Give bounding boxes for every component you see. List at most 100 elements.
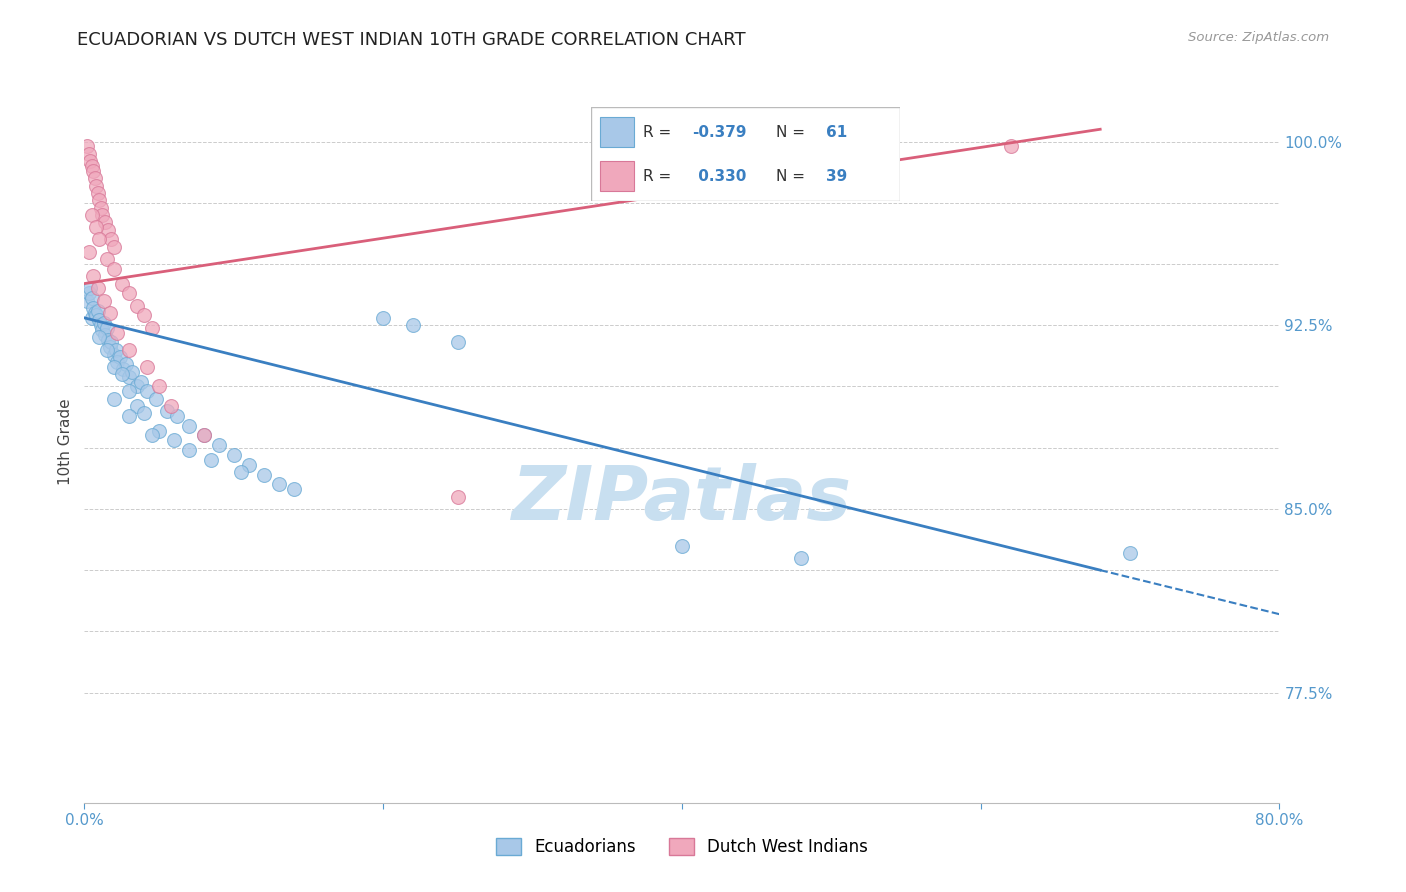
Point <box>96 343 118 357</box>
Point <box>82 164 104 178</box>
Point <box>790 550 813 565</box>
Text: N =: N = <box>776 125 810 140</box>
Text: N =: N = <box>776 169 810 184</box>
Text: ZIPatlas: ZIPatlas <box>512 463 852 536</box>
Point <box>160 399 183 413</box>
Point <box>118 409 141 423</box>
Point <box>103 240 125 254</box>
Point <box>77 146 100 161</box>
Point <box>103 359 125 374</box>
Point <box>82 269 104 284</box>
Point <box>100 335 122 350</box>
Point <box>89 330 111 344</box>
Point <box>89 194 111 208</box>
Point <box>87 281 110 295</box>
Point <box>111 277 134 291</box>
Point <box>97 222 120 236</box>
Point <box>136 359 159 374</box>
Point <box>103 261 125 276</box>
Point <box>79 281 101 295</box>
Point <box>86 309 108 323</box>
Point <box>76 139 98 153</box>
Point <box>83 306 105 320</box>
Point <box>93 316 115 330</box>
Text: 61: 61 <box>825 125 846 140</box>
Point <box>193 428 215 442</box>
Point <box>105 326 128 340</box>
Text: -0.379: -0.379 <box>693 125 747 140</box>
Point <box>136 384 159 399</box>
Point <box>103 348 125 362</box>
Point <box>132 309 156 323</box>
Point <box>129 375 152 389</box>
Point <box>121 365 143 379</box>
Point <box>80 310 103 325</box>
Point <box>112 362 135 376</box>
Point <box>77 244 100 259</box>
FancyBboxPatch shape <box>591 107 900 201</box>
Point <box>98 306 121 320</box>
Point <box>671 539 693 553</box>
Point <box>111 367 134 381</box>
Point <box>118 343 141 357</box>
Point <box>402 318 425 333</box>
Point <box>125 379 148 393</box>
Point <box>87 303 110 318</box>
Point <box>104 343 127 357</box>
Point <box>96 320 118 334</box>
Point <box>97 333 120 347</box>
Point <box>80 208 103 222</box>
Point <box>222 448 245 462</box>
Point <box>100 232 122 246</box>
Point <box>76 293 98 308</box>
Point <box>94 215 117 229</box>
Point <box>177 418 200 433</box>
Point <box>200 453 222 467</box>
Point <box>447 490 470 504</box>
Point <box>89 313 111 327</box>
Point <box>125 299 148 313</box>
Point <box>373 310 395 325</box>
Point <box>145 392 167 406</box>
Point <box>148 379 170 393</box>
Point <box>166 409 188 423</box>
Point <box>231 465 253 479</box>
Point <box>238 458 260 472</box>
Point <box>283 483 305 497</box>
Point <box>177 443 200 458</box>
Point <box>80 291 103 305</box>
Point <box>118 286 141 301</box>
Point <box>87 186 110 200</box>
Text: 0.330: 0.330 <box>693 169 747 184</box>
Point <box>118 369 141 384</box>
Point <box>132 406 156 420</box>
Point <box>118 384 141 399</box>
Point <box>115 358 138 372</box>
Bar <box>600 161 634 191</box>
Point <box>94 328 117 343</box>
Point <box>90 201 112 215</box>
Point <box>148 424 170 438</box>
Point <box>105 355 128 369</box>
Point <box>86 178 108 193</box>
Text: ECUADORIAN VS DUTCH WEST INDIAN 10TH GRADE CORRELATION CHART: ECUADORIAN VS DUTCH WEST INDIAN 10TH GRA… <box>77 31 747 49</box>
Point <box>89 232 111 246</box>
Point <box>83 171 105 186</box>
Legend: Ecuadorians, Dutch West Indians: Ecuadorians, Dutch West Indians <box>489 831 875 863</box>
Point <box>96 252 118 266</box>
Point <box>90 318 112 333</box>
Point <box>91 208 114 222</box>
Text: R =: R = <box>643 169 676 184</box>
Point <box>163 434 186 448</box>
Point <box>208 438 231 452</box>
Point <box>193 428 215 442</box>
Point <box>80 159 103 173</box>
Point <box>77 286 100 301</box>
Point <box>110 350 132 364</box>
Bar <box>600 118 634 147</box>
Point <box>141 428 163 442</box>
Point <box>79 154 101 169</box>
Point <box>82 301 104 315</box>
Point <box>447 335 470 350</box>
Point <box>86 220 108 235</box>
